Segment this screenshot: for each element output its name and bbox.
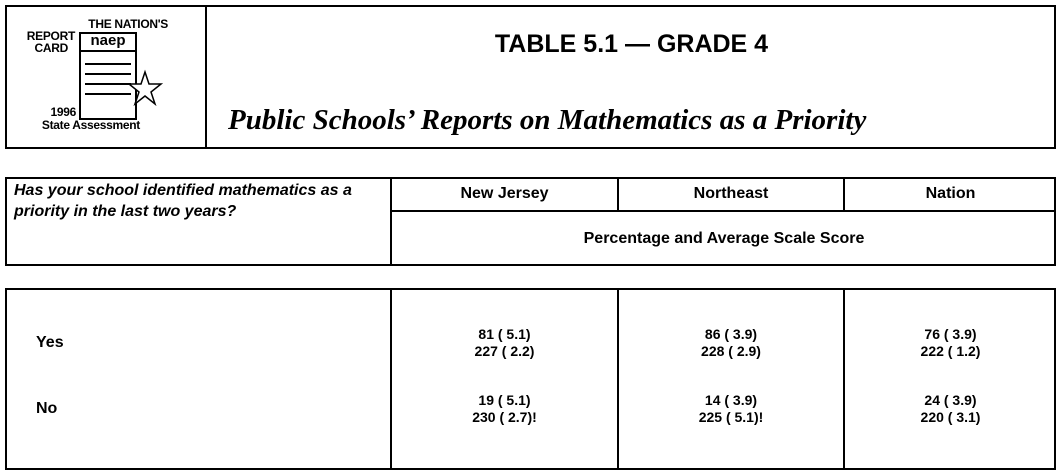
- cell-value: 24 ( 3.9): [924, 392, 977, 408]
- subtitle: Public Schools’ Reports on Mathematics a…: [228, 104, 867, 136]
- col-divider: [617, 288, 619, 470]
- cell-value: 220 ( 3.1): [920, 409, 981, 425]
- header-box: [5, 5, 1056, 149]
- logo-card: [79, 32, 137, 120]
- col-divider: [617, 177, 619, 211]
- col-divider: [843, 177, 845, 211]
- cell-value: 19 ( 5.1): [478, 392, 531, 408]
- title: TABLE 5.1 — GRADE 4: [494, 30, 769, 58]
- header-divider: [205, 5, 207, 149]
- cell-value: 228 ( 2.9): [701, 343, 761, 359]
- cell-value: 81 ( 5.1): [478, 326, 531, 342]
- logo-text: REPORT: [26, 29, 76, 43]
- row-label: Yes: [36, 334, 64, 351]
- cell-value: 86 ( 3.9): [704, 326, 758, 342]
- cell-value: 225 ( 5.1)!: [698, 409, 764, 425]
- row-label: No: [36, 400, 58, 417]
- cell-value: 14 ( 3.9): [704, 392, 758, 408]
- logo-text: THE NATION'S: [88, 17, 168, 31]
- cell-value: 222 ( 1.2): [920, 343, 981, 359]
- logo-text: CARD: [34, 41, 69, 55]
- question: Has your school identified mathematics a…: [14, 182, 352, 220]
- col-divider: [843, 288, 845, 470]
- column-header: Nation: [925, 185, 976, 202]
- logo-text: 1996: [50, 105, 77, 119]
- col-divider: [390, 288, 392, 470]
- cell-value: 230 ( 2.7)!: [472, 409, 537, 425]
- column-header: New Jersey: [460, 185, 549, 202]
- data-box: [5, 288, 1056, 470]
- cell-value: 227 ( 2.2): [474, 343, 535, 359]
- col-divider: [390, 177, 392, 266]
- logo-lines: [85, 63, 164, 107]
- cell-value: 76 ( 3.9): [924, 326, 977, 342]
- column-header: Northeast: [693, 185, 769, 202]
- subheader: Percentage and Average Scale Score: [583, 230, 865, 247]
- logo: THE NATION'S REPORT CARD naep 1996 State…: [20, 18, 190, 138]
- column-header-box: [5, 177, 1056, 266]
- logo-mark: naep: [79, 32, 137, 52]
- row-divider: [390, 210, 1056, 212]
- logo-text: State Assessment: [41, 118, 140, 132]
